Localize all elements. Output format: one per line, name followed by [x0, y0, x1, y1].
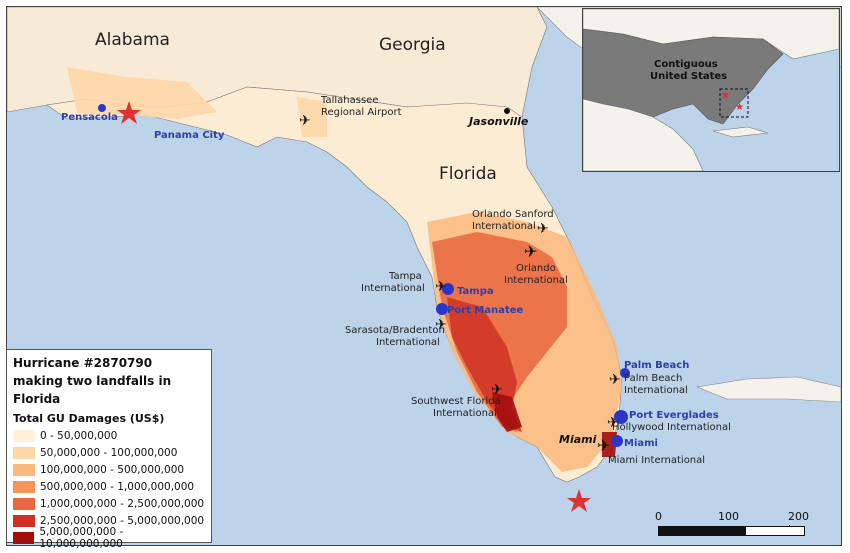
legend-label: 1,000,000,000 - 2,500,000,000 — [40, 497, 205, 510]
inset-extent-box — [719, 88, 749, 118]
landfall-star-icon — [567, 489, 591, 512]
port-dot-icon — [614, 410, 628, 424]
airport-label-line2: International — [472, 221, 536, 232]
port-label-port-manatee: Port Manatee — [447, 305, 524, 316]
port-dot-icon — [611, 435, 623, 447]
port-dot-icon — [620, 368, 630, 378]
city-dot-icon — [504, 108, 510, 114]
legend-row: 2,500,000,000 - 5,000,000,000 — [13, 512, 205, 529]
legend-label: 0 - 50,000,000 — [40, 429, 118, 442]
airplane-icon: ✈ — [607, 415, 619, 431]
legend-swatch — [13, 429, 35, 442]
land-cuba — [695, 376, 841, 403]
airport-label-line2: International — [376, 337, 440, 348]
airplane-icon: ✈ — [537, 221, 549, 237]
airport-tampa: ✈ Tampa International — [361, 271, 447, 295]
legend-row: 5,000,000,000 - 10,000,000,000 — [13, 526, 205, 550]
damage-zone-mid — [432, 232, 567, 432]
legend-title-line1: Hurricane #2870790 — [13, 356, 153, 370]
legend-label: 5,000,000,000 - 10,000,000,000 — [39, 525, 124, 550]
scale-label-0: 0 — [655, 510, 662, 523]
airport-label-line2: International — [624, 385, 688, 396]
port-label-tampa: Tampa — [457, 286, 494, 297]
airport-label-line1: Orlando — [516, 263, 556, 274]
airplane-icon: ✈ — [299, 113, 311, 129]
airport-label-line1: Orlando Sanford — [472, 209, 554, 220]
legend-row: 500,000,000 - 1,000,000,000 — [13, 478, 205, 495]
port-label-palm-beach: Palm Beach — [624, 360, 689, 371]
airport-orlando: ✈ Orlando International — [504, 242, 568, 286]
port-label-panama-city: Panama City — [154, 130, 225, 141]
airport-hollywood: ✈ Hollywood International — [607, 415, 731, 433]
airplane-icon: ✈ — [609, 372, 621, 388]
airplane-icon: ✈ — [524, 242, 537, 261]
airport-palm-beach: ✈ Palm Beach International — [609, 372, 688, 396]
damage-zone-panhandle — [67, 67, 327, 137]
legend-swatch — [13, 497, 35, 510]
legend-title-line2: making two landfalls in Florida — [13, 374, 172, 406]
legend-swatch — [13, 446, 35, 459]
inset-label-line2: United States — [650, 71, 727, 82]
airport-label-line1: Sarasota/Bradenton — [345, 325, 445, 336]
airport-label-line1: Miami International — [608, 455, 705, 466]
legend-subtitle: Total GU Damages (US$) — [13, 412, 165, 425]
airport-label-line1: Palm Beach — [624, 373, 682, 384]
port-label-port-everglades: Port Everglades — [629, 410, 719, 421]
inset-label-line1: Contiguous — [654, 59, 718, 70]
airport-tallahassee: ✈ Tallahassee Regional Airport — [299, 95, 402, 129]
scale-bar: 0 100 200 km — [655, 510, 825, 540]
port-label-pensacola: Pensacola — [61, 112, 118, 123]
scale-segment-black — [658, 526, 747, 536]
airport-label-line2: Regional Airport — [321, 107, 402, 118]
airport-label-line2: International — [361, 283, 425, 294]
airport-label-line1: Tampa — [388, 271, 422, 282]
airplane-icon: ✈ — [435, 279, 447, 295]
airport-sarasota: ✈ Sarasota/Bradenton International — [345, 317, 447, 348]
inset-cuba — [712, 126, 769, 138]
port-dot-icon — [436, 303, 448, 315]
legend-label: 50,000,000 - 100,000,000 — [40, 446, 178, 459]
airport-label-line2: International — [504, 275, 568, 286]
legend-swatch — [13, 480, 35, 493]
landfall-star-icon: ★ — [721, 90, 730, 101]
legend-row: 50,000,000 - 100,000,000 — [13, 444, 205, 461]
port-dot-icon — [442, 283, 454, 295]
airport-orlando-sanford: ✈ Orlando Sanford International — [472, 209, 554, 237]
airport-southwest-florida: ✈ Southwest Florida International — [411, 382, 503, 419]
legend: Hurricane #2870790 making two landfalls … — [6, 349, 212, 550]
airplane-icon: ✈ — [597, 436, 610, 455]
scale-segment-white — [745, 526, 805, 536]
inset-svg: ★ ★ Contiguous United States — [583, 9, 839, 171]
airport-label-line1: Southwest Florida — [411, 396, 501, 407]
legend-label: 2,500,000,000 - 5,000,000,000 — [40, 514, 205, 527]
legend-row: 1,000,000,000 - 2,500,000,000 — [13, 495, 205, 512]
state-label-alabama: Alabama — [95, 30, 170, 50]
inset-map: ★ ★ Contiguous United States — [582, 8, 840, 172]
airport-miami: ✈ Miami International — [597, 436, 705, 466]
state-label-florida: Florida — [439, 164, 497, 184]
legend-swatch — [13, 531, 35, 544]
inset-mexico — [583, 98, 704, 171]
landfall-star-icon: ★ — [735, 102, 744, 113]
airport-label-line1: Hollywood International — [612, 422, 731, 433]
legend-label: 500,000,000 - 1,000,000,000 — [40, 480, 195, 493]
legend-row: 100,000,000 - 500,000,000 — [13, 461, 205, 478]
airplane-icon: ✈ — [491, 382, 503, 398]
airplane-icon: ✈ — [435, 317, 447, 333]
city-label-jasonville: Jasonville — [467, 115, 529, 128]
state-label-georgia: Georgia — [379, 35, 446, 55]
landfall-star-icon — [117, 101, 141, 124]
airport-label-line2: International — [433, 408, 497, 419]
port-label-miami: Miami — [624, 438, 658, 449]
airport-label-line1: Tallahassee — [320, 95, 378, 106]
city-label-miami: Miami — [559, 433, 597, 446]
damage-zone-max — [492, 392, 617, 457]
scale-label-100: 100 — [718, 510, 739, 523]
legend-swatch — [13, 514, 35, 527]
legend-label: 100,000,000 - 500,000,000 — [40, 463, 185, 476]
legend-swatch — [13, 463, 35, 476]
legend-classes: 0 - 50,000,000 50,000,000 - 100,000,000 … — [13, 427, 205, 550]
legend-row: 0 - 50,000,000 — [13, 427, 205, 444]
port-dot-icon — [98, 104, 106, 112]
